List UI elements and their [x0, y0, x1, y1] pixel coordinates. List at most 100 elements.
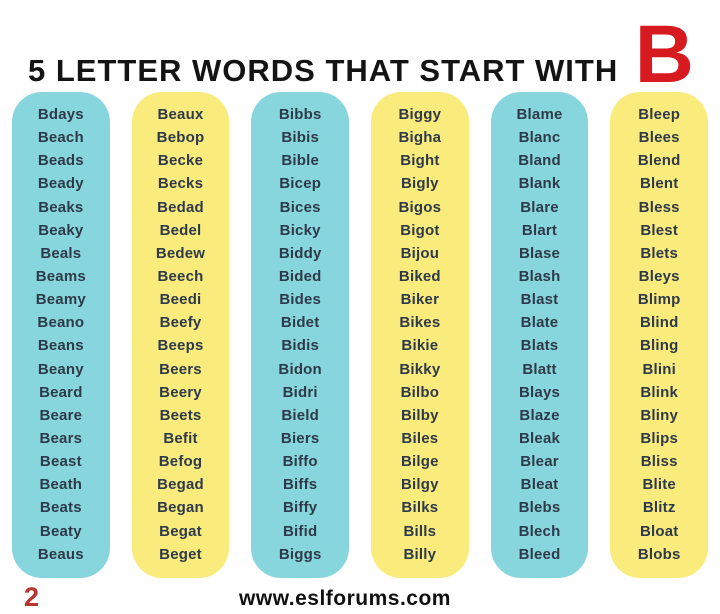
word-item: Bifid: [283, 522, 318, 540]
word-item: Bedel: [159, 221, 202, 239]
word-item: Bedew: [155, 244, 206, 262]
word-item: Biles: [401, 429, 439, 447]
word-item: Beery: [159, 383, 202, 401]
page-number: 2: [24, 582, 40, 612]
word-item: Blobs: [637, 545, 681, 563]
word-item: Bleep: [638, 106, 681, 123]
word-item: Begat: [159, 522, 202, 540]
word-item: Beath: [39, 476, 83, 494]
word-item: Blink: [640, 383, 679, 401]
word-item: Bibbs: [278, 106, 322, 123]
page-title: 5 LETTER WORDS THAT START WITH: [28, 53, 619, 88]
word-item: Bidet: [280, 314, 320, 332]
word-item: Beers: [159, 360, 202, 378]
word-item: Beget: [159, 545, 202, 563]
word-item: Blare: [520, 198, 559, 216]
word-item: Beaty: [39, 522, 82, 540]
word-column-6: Bleep Blees Blend Blent Bless Blest Blets Bleys…: [610, 92, 709, 578]
word-item: Bless: [638, 198, 680, 216]
word-item: Biked: [398, 267, 441, 285]
word-item: Beano: [37, 314, 85, 332]
word-item: Blest: [640, 221, 679, 239]
word-item: Biffy: [283, 499, 318, 517]
word-item: Beams: [35, 267, 86, 285]
word-item: Blech: [518, 522, 561, 540]
word-item: Bills: [403, 522, 437, 540]
word-item: Beamy: [35, 291, 86, 309]
word-item: Beals: [40, 244, 82, 262]
word-item: Blame: [516, 106, 563, 123]
word-item: Bilks: [401, 499, 439, 517]
word-item: Bicky: [279, 221, 321, 239]
word-item: Blatt: [522, 360, 557, 378]
word-item: Biggy: [398, 106, 442, 123]
word-item: Biggs: [278, 545, 322, 563]
word-item: Bidon: [278, 360, 322, 378]
word-item: Bliny: [640, 406, 679, 424]
word-item: Beaks: [38, 198, 84, 216]
word-item: Becke: [157, 152, 204, 170]
footer: 2 www.eslforums.com: [0, 578, 720, 614]
word-column-1: Bdays Beach Beads Beady Beaks Beaky Beals Beams…: [12, 92, 110, 578]
word-item: Began: [157, 499, 204, 517]
word-item: Becks: [157, 175, 204, 193]
word-item: Blind: [639, 314, 679, 332]
word-item: Bling: [639, 337, 679, 355]
word-item: Blaze: [519, 406, 560, 424]
word-item: Beans: [37, 337, 84, 355]
word-item: Bdays: [37, 106, 84, 123]
word-column-3: Bibbs Bibis Bible Bicep Bices Bicky Biddy Bided…: [251, 92, 350, 578]
word-item: Beefy: [159, 314, 202, 332]
word-item: Bigly: [401, 175, 439, 193]
word-item: Blear: [520, 453, 559, 471]
word-item: Beech: [157, 267, 204, 285]
word-item: Bigot: [400, 221, 440, 239]
word-item: Bliss: [640, 453, 678, 471]
word-item: Bilbo: [400, 383, 440, 401]
word-item: Beare: [39, 406, 83, 424]
word-item: Bedad: [157, 198, 204, 216]
word-item: Blend: [637, 152, 681, 170]
word-item: Blebs: [518, 499, 561, 517]
word-item: Blanc: [518, 129, 561, 147]
word-item: Beaky: [38, 221, 84, 239]
header: 5 LETTER WORDS THAT START WITH B: [0, 0, 720, 96]
word-item: Bijou: [400, 244, 440, 262]
word-item: Bidri: [282, 383, 318, 401]
word-column-4: Biggy Bigha Bight Bigly Bigos Bigot Bijou Biked…: [371, 92, 469, 578]
word-item: Bleat: [520, 476, 559, 494]
word-item: Biers: [280, 429, 320, 447]
word-item: Bilgy: [401, 476, 439, 494]
word-item: Bilge: [401, 453, 439, 471]
word-item: Billy: [403, 545, 437, 563]
word-item: Biffo: [282, 453, 318, 471]
word-item: Bided: [278, 267, 322, 285]
word-item: Bidis: [281, 337, 320, 355]
word-item: Bible: [281, 152, 320, 170]
word-item: Bikky: [399, 360, 441, 378]
word-item: Beads: [37, 152, 84, 170]
word-item: Bicep: [279, 175, 322, 193]
word-columns: Bdays Beach Beads Beady Beaks Beaky Beals Beams…: [0, 92, 720, 578]
word-item: Begad: [157, 476, 204, 494]
word-item: Bears: [39, 429, 83, 447]
word-item: Bikie: [401, 337, 439, 355]
word-item: Bides: [279, 291, 322, 309]
word-item: Blets: [640, 244, 679, 262]
word-column-5: Blame Blanc Bland Blank Blare Blart Blase Blash…: [490, 92, 589, 578]
word-item: Biffs: [283, 476, 318, 494]
word-item: Bleys: [638, 267, 680, 285]
website-url: www.eslforums.com: [239, 587, 451, 610]
word-item: Bigos: [398, 198, 442, 216]
word-item: Bilby: [401, 406, 439, 424]
word-item: Beedi: [159, 291, 202, 309]
word-item: Blini: [642, 360, 676, 378]
word-item: Blast: [520, 291, 559, 309]
word-item: Biker: [400, 291, 440, 309]
word-item: Bleed: [518, 545, 561, 563]
word-item: Blees: [638, 129, 680, 147]
word-item: Blays: [519, 383, 561, 401]
word-item: Bield: [281, 406, 320, 424]
word-item: Blase: [519, 244, 561, 262]
